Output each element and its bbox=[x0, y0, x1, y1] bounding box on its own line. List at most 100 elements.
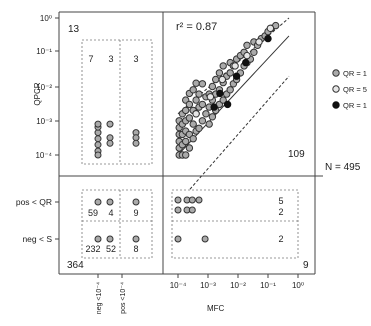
data-point bbox=[198, 117, 207, 125]
x-tick-label: 10⁻² bbox=[230, 281, 246, 290]
data-point bbox=[182, 151, 190, 159]
count-lower-left-neg: 8 bbox=[133, 244, 138, 254]
data-point bbox=[132, 139, 140, 147]
data-point bbox=[94, 135, 102, 143]
data-point bbox=[201, 235, 209, 243]
data-point bbox=[250, 48, 258, 56]
count-lower-right: 9 bbox=[303, 260, 309, 271]
count-lower-left-pos: 59 bbox=[88, 208, 98, 218]
legend: QR = 1 QR = 5 QR = 1 bbox=[332, 69, 367, 110]
data-point bbox=[132, 235, 140, 243]
data-point bbox=[182, 137, 190, 146]
data-point bbox=[106, 198, 114, 206]
count-lower-left-neg: 232 bbox=[85, 244, 100, 254]
inner-boxes bbox=[81, 39, 299, 259]
legend-label-dark: QR = 1 bbox=[343, 101, 367, 110]
count-upper-left-column: 3 bbox=[108, 54, 113, 64]
data-point bbox=[210, 103, 218, 111]
x-tick-label: 10⁻⁴ bbox=[170, 281, 187, 290]
count-lower-left-neg: 52 bbox=[106, 244, 116, 254]
axis-labels: 10⁻⁴ 10⁻³ 10⁻² 10⁻¹ 10⁰ 10⁰ 10⁻¹ 10⁻² 10⁻³ 10⁻⁴ ne… bbox=[16, 14, 304, 314]
confidence-band-lower bbox=[189, 75, 290, 190]
count-lower-left-pos: 4 bbox=[108, 208, 113, 218]
x-axis-title: MFC bbox=[207, 304, 225, 313]
data-point bbox=[94, 141, 102, 149]
data-point bbox=[226, 86, 234, 94]
data-point bbox=[94, 198, 102, 206]
count-upper-left-column: 7 bbox=[88, 54, 93, 64]
data-point bbox=[106, 235, 114, 243]
regression-line bbox=[177, 35, 290, 156]
count-lower-right: 2 bbox=[278, 207, 283, 217]
data-point bbox=[195, 90, 203, 98]
data-point bbox=[264, 34, 272, 43]
data-point bbox=[94, 120, 102, 128]
data-point bbox=[215, 69, 224, 77]
y-axis-title: QPCR bbox=[33, 82, 42, 105]
data-point bbox=[243, 51, 251, 60]
lower-right-box bbox=[171, 189, 299, 259]
data-point bbox=[189, 86, 197, 94]
legend-marker-light bbox=[332, 85, 340, 93]
count-upper-left: 13 bbox=[68, 24, 80, 35]
data-point bbox=[232, 72, 241, 80]
data-point bbox=[206, 93, 215, 101]
data-point bbox=[223, 100, 232, 109]
legend-label-gray: QR = 1 bbox=[343, 69, 367, 78]
data-point bbox=[189, 120, 197, 128]
count-lower-left: 364 bbox=[67, 260, 84, 271]
data-point bbox=[208, 113, 217, 121]
data-point bbox=[198, 100, 207, 109]
legend-marker-gray bbox=[332, 69, 340, 77]
lower-left-box bbox=[81, 189, 153, 259]
data-point bbox=[174, 235, 182, 243]
data-point bbox=[174, 206, 182, 214]
data-point bbox=[208, 82, 217, 91]
data-point bbox=[219, 62, 227, 70]
x-tick-label: 10⁻¹ bbox=[260, 281, 276, 290]
data-point bbox=[195, 196, 203, 204]
data-point bbox=[185, 114, 194, 122]
data-point bbox=[192, 110, 200, 118]
data-point bbox=[205, 120, 213, 128]
legend-label-light: QR = 5 bbox=[343, 85, 367, 94]
y-tick-label: 10⁻⁴ bbox=[35, 151, 52, 160]
y-tick-label: 10⁻² bbox=[36, 83, 52, 92]
data-point bbox=[192, 79, 200, 87]
y-category-label: neg < S bbox=[22, 234, 52, 244]
x-category-label: pos <10⁻⁴ bbox=[120, 282, 127, 314]
data-point bbox=[216, 89, 224, 98]
regression-lines bbox=[177, 17, 290, 190]
y-tick-label: 10⁻³ bbox=[36, 117, 52, 126]
data-point bbox=[185, 144, 194, 152]
data-point bbox=[242, 58, 250, 67]
data-point bbox=[202, 110, 210, 118]
data-point bbox=[266, 24, 275, 32]
legend-marker-dark bbox=[332, 101, 340, 109]
y-category-label: pos < QR bbox=[16, 197, 52, 207]
data-point bbox=[174, 196, 182, 204]
upper-left-box bbox=[81, 39, 153, 165]
y-tick-label: 10⁰ bbox=[40, 14, 52, 23]
y-tick-label: 10⁻¹ bbox=[36, 47, 52, 56]
data-point bbox=[132, 198, 140, 206]
x-category-label: neg <10⁻⁴ bbox=[96, 282, 103, 314]
count-lower-left-pos: 9 bbox=[133, 208, 138, 218]
data-point bbox=[219, 96, 227, 104]
data-point bbox=[195, 124, 203, 133]
panel-frames bbox=[58, 11, 323, 275]
data-point bbox=[106, 139, 114, 147]
data-point bbox=[231, 62, 239, 70]
data-point bbox=[198, 80, 207, 88]
data-point bbox=[212, 75, 220, 84]
data-point bbox=[189, 135, 197, 143]
data-point bbox=[255, 38, 263, 46]
n-total-annotation: N = 495 bbox=[325, 162, 361, 173]
x-tick-label: 10⁰ bbox=[292, 281, 304, 290]
count-upper-left-column: 3 bbox=[133, 54, 138, 64]
data-point bbox=[192, 96, 200, 104]
data-point bbox=[106, 120, 114, 128]
data-point bbox=[188, 196, 196, 204]
data-point bbox=[182, 106, 190, 115]
